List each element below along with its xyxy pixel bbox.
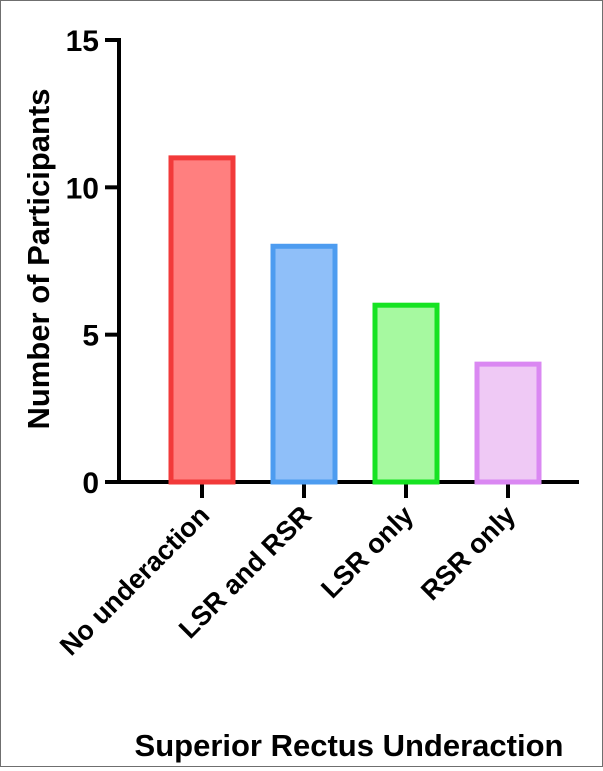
bar [168,155,236,485]
y-tick-label: 10 [66,172,99,205]
x-tick-label: LSR only [315,500,419,604]
y-axis: 0 5 10 15 [66,25,121,500]
bar [474,361,542,485]
y-axis-title: Number of Participants [21,88,56,429]
x-tick-label: RSR only [415,500,521,606]
y-tick-label: 0 [82,467,99,500]
y-tick-label: 15 [66,25,99,58]
x-axis-title: Superior Rectus Underaction [135,728,564,763]
y-tick-label: 5 [82,320,99,353]
bar [270,243,338,485]
bars [168,155,542,485]
bar [372,302,440,485]
